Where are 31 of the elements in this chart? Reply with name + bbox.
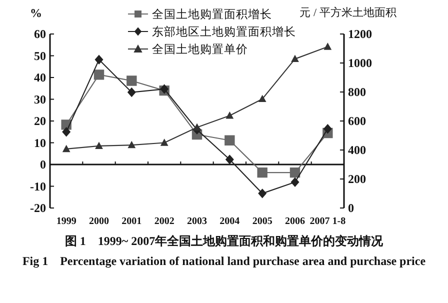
y2-tick-label: 1200	[348, 27, 372, 41]
y-tick-label: 20	[34, 114, 46, 128]
x-tick-label: 2002	[154, 216, 174, 227]
legend-label: 全国土地购置单价	[152, 43, 248, 56]
x-tick-label: 2007 1-8	[310, 216, 346, 227]
y-tick-label: 60	[34, 27, 46, 41]
y-tick-label: 0	[40, 158, 46, 172]
y2-tick-label: 800	[348, 85, 366, 99]
y-tick-label: -20	[30, 201, 46, 215]
y2-axis-title: 元 / 平方米土地面积	[300, 6, 396, 19]
x-tick-label: 2005	[252, 216, 272, 227]
y-tick-label: 10	[34, 136, 46, 150]
y-tick-label: 50	[34, 48, 46, 63]
legend-label: 全国土地购置面积增长	[152, 8, 272, 21]
x-tick-label: 2004	[220, 216, 240, 227]
y2-tick-label: 1000	[348, 56, 372, 70]
y2-tick-label: 0	[348, 201, 354, 215]
y2-tick-label: 200	[348, 172, 366, 186]
y2-tick-label: 400	[348, 143, 366, 157]
y-tick-label: -10	[30, 179, 46, 194]
y-tick-label: 40	[34, 70, 46, 84]
legend-label: 东部地区土地购置面积增长	[152, 24, 296, 38]
x-tick-label: 2000	[89, 216, 109, 227]
x-tick-label: 1999	[56, 216, 76, 227]
x-tick-label: 2001	[122, 216, 142, 227]
y-tick-label: 30	[34, 92, 46, 106]
y-axis-title: %	[30, 6, 42, 20]
x-tick-label: 2006	[285, 216, 305, 227]
y2-tick-label: 600	[348, 114, 366, 128]
caption: 图 1 1999~ 2007年全国土地购置面积和购置单价的变动情况 Fig 1 Percentage variation of national land purchase area and purchase price	[22, 234, 426, 268]
x-tick-label: 2003	[187, 216, 207, 227]
